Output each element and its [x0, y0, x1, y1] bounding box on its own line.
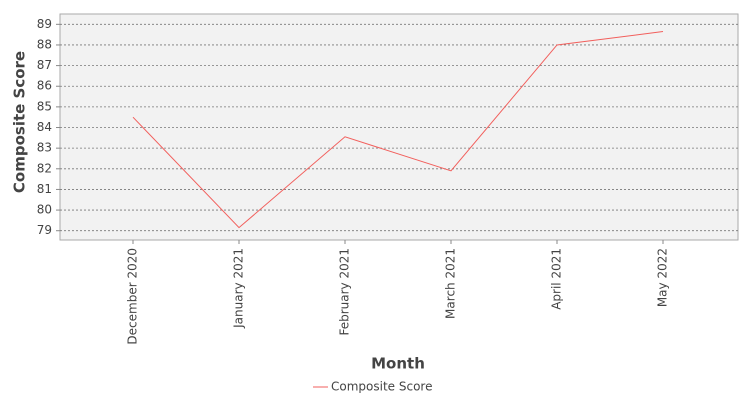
- x-tick-label: December 2020: [126, 248, 140, 345]
- y-tick-label: 83: [37, 141, 52, 155]
- x-tick-label: April 2021: [550, 248, 564, 310]
- plot-area: [59, 13, 739, 241]
- y-tick-label: 87: [37, 58, 52, 72]
- x-tick-label: February 2021: [338, 248, 352, 336]
- x-tick-label: May 2022: [656, 248, 670, 307]
- y-tick-label: 88: [37, 37, 52, 51]
- legend-label: Composite Score: [331, 380, 432, 394]
- y-tick-label: 89: [37, 17, 52, 31]
- y-tick-label: 80: [37, 203, 52, 217]
- y-axis-title: Composite Score: [11, 51, 29, 193]
- y-tick-label: 84: [37, 120, 52, 134]
- line: [132, 31, 664, 229]
- y-tick-label: 85: [37, 99, 52, 113]
- y-tick-label: 86: [37, 79, 52, 93]
- y-tick-label: 81: [37, 182, 52, 196]
- x-tick-label: January 2021: [232, 248, 246, 329]
- x-tick-label: March 2021: [444, 248, 458, 319]
- y-tick-label: 79: [37, 223, 52, 237]
- y-tick-label: 82: [37, 161, 52, 175]
- x-axis-title: Month: [371, 355, 425, 373]
